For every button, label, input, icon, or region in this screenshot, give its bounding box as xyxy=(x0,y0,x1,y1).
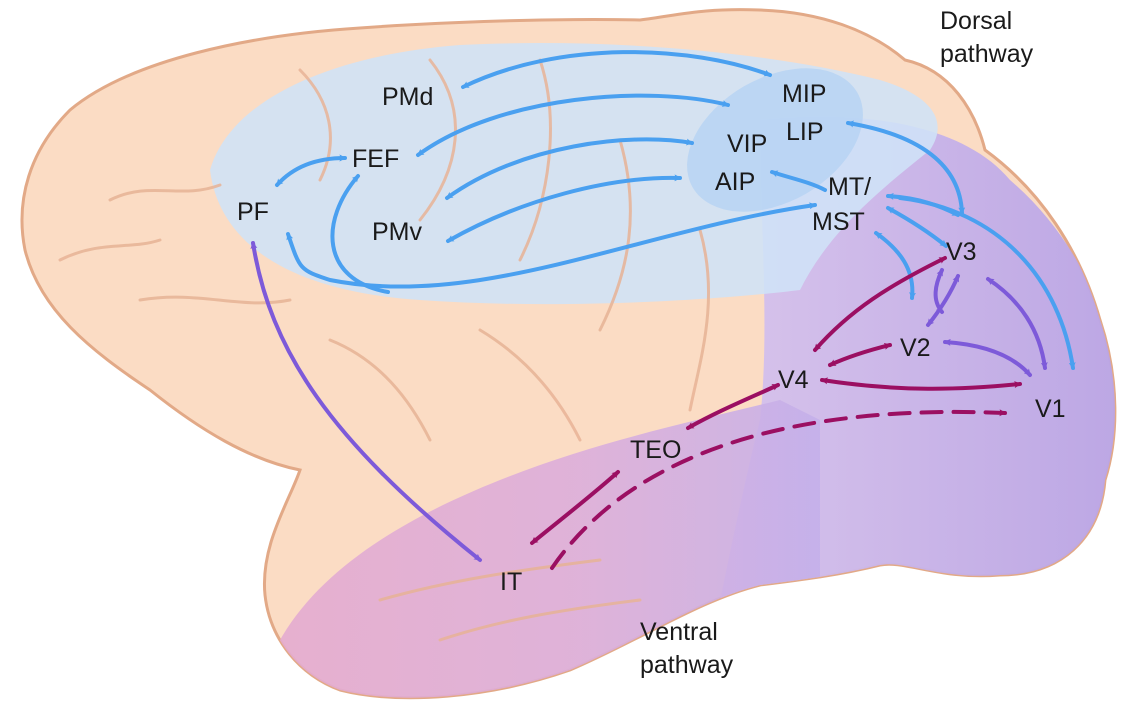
arrow-mst-v3 xyxy=(886,206,948,248)
label-lip: LIP xyxy=(786,118,824,146)
arrow-fef-lip xyxy=(416,93,730,157)
arrow-v3-v4 xyxy=(813,256,947,352)
arrow-pf-fef xyxy=(275,154,347,187)
label-pmv: PMv xyxy=(372,218,423,246)
ventral-pathway-label-line2: pathway xyxy=(640,651,734,679)
arrow-v4-v1 xyxy=(820,377,1022,391)
label-teo: TEO xyxy=(630,436,681,464)
label-v4: V4 xyxy=(778,366,809,394)
arrow-mt-v1 xyxy=(898,196,1076,370)
arrow-it-teo xyxy=(530,470,620,545)
pathway-labels: Dorsal pathway Ventral pathway xyxy=(640,7,1034,679)
arrow-teo-v4 xyxy=(686,383,780,430)
dorsal-pathway-label-line2: pathway xyxy=(940,40,1034,68)
arrow-v2-v1 xyxy=(943,338,1032,377)
arrow-pmd-mip xyxy=(461,50,772,89)
brain-silhouette xyxy=(20,8,1117,700)
label-it: IT xyxy=(500,568,522,596)
label-fef: FEF xyxy=(352,145,399,173)
label-mt: MT/ xyxy=(828,173,871,201)
label-v1: V1 xyxy=(1035,395,1066,423)
parietal-blob xyxy=(687,68,863,212)
arrow-pf-it xyxy=(250,241,482,562)
dorsal-pathway-label-line1: Dorsal xyxy=(940,7,1012,35)
label-vip: VIP xyxy=(727,130,767,158)
label-aip: AIP xyxy=(715,168,755,196)
label-v2: V2 xyxy=(900,334,931,362)
area-labels: PMd MIP LIP FEF VIP AIP PF PMv MT/ MST V… xyxy=(237,80,1066,596)
label-mst: MST xyxy=(812,208,865,236)
ventral-pathway-label-line1: Ventral xyxy=(640,618,718,646)
arrow-it-v1-dashed xyxy=(550,409,1007,570)
ventral-arrows xyxy=(530,256,1022,570)
arrow-v2-v4 xyxy=(828,342,892,367)
label-pmd: PMd xyxy=(382,83,433,111)
arrow-lip-v3 xyxy=(846,120,966,215)
label-pf: PF xyxy=(237,198,269,226)
arrow-v3-v1 xyxy=(986,277,1048,370)
label-v3: V3 xyxy=(946,238,977,266)
label-mip: MIP xyxy=(782,80,826,108)
arrow-mt-aip xyxy=(770,170,827,192)
